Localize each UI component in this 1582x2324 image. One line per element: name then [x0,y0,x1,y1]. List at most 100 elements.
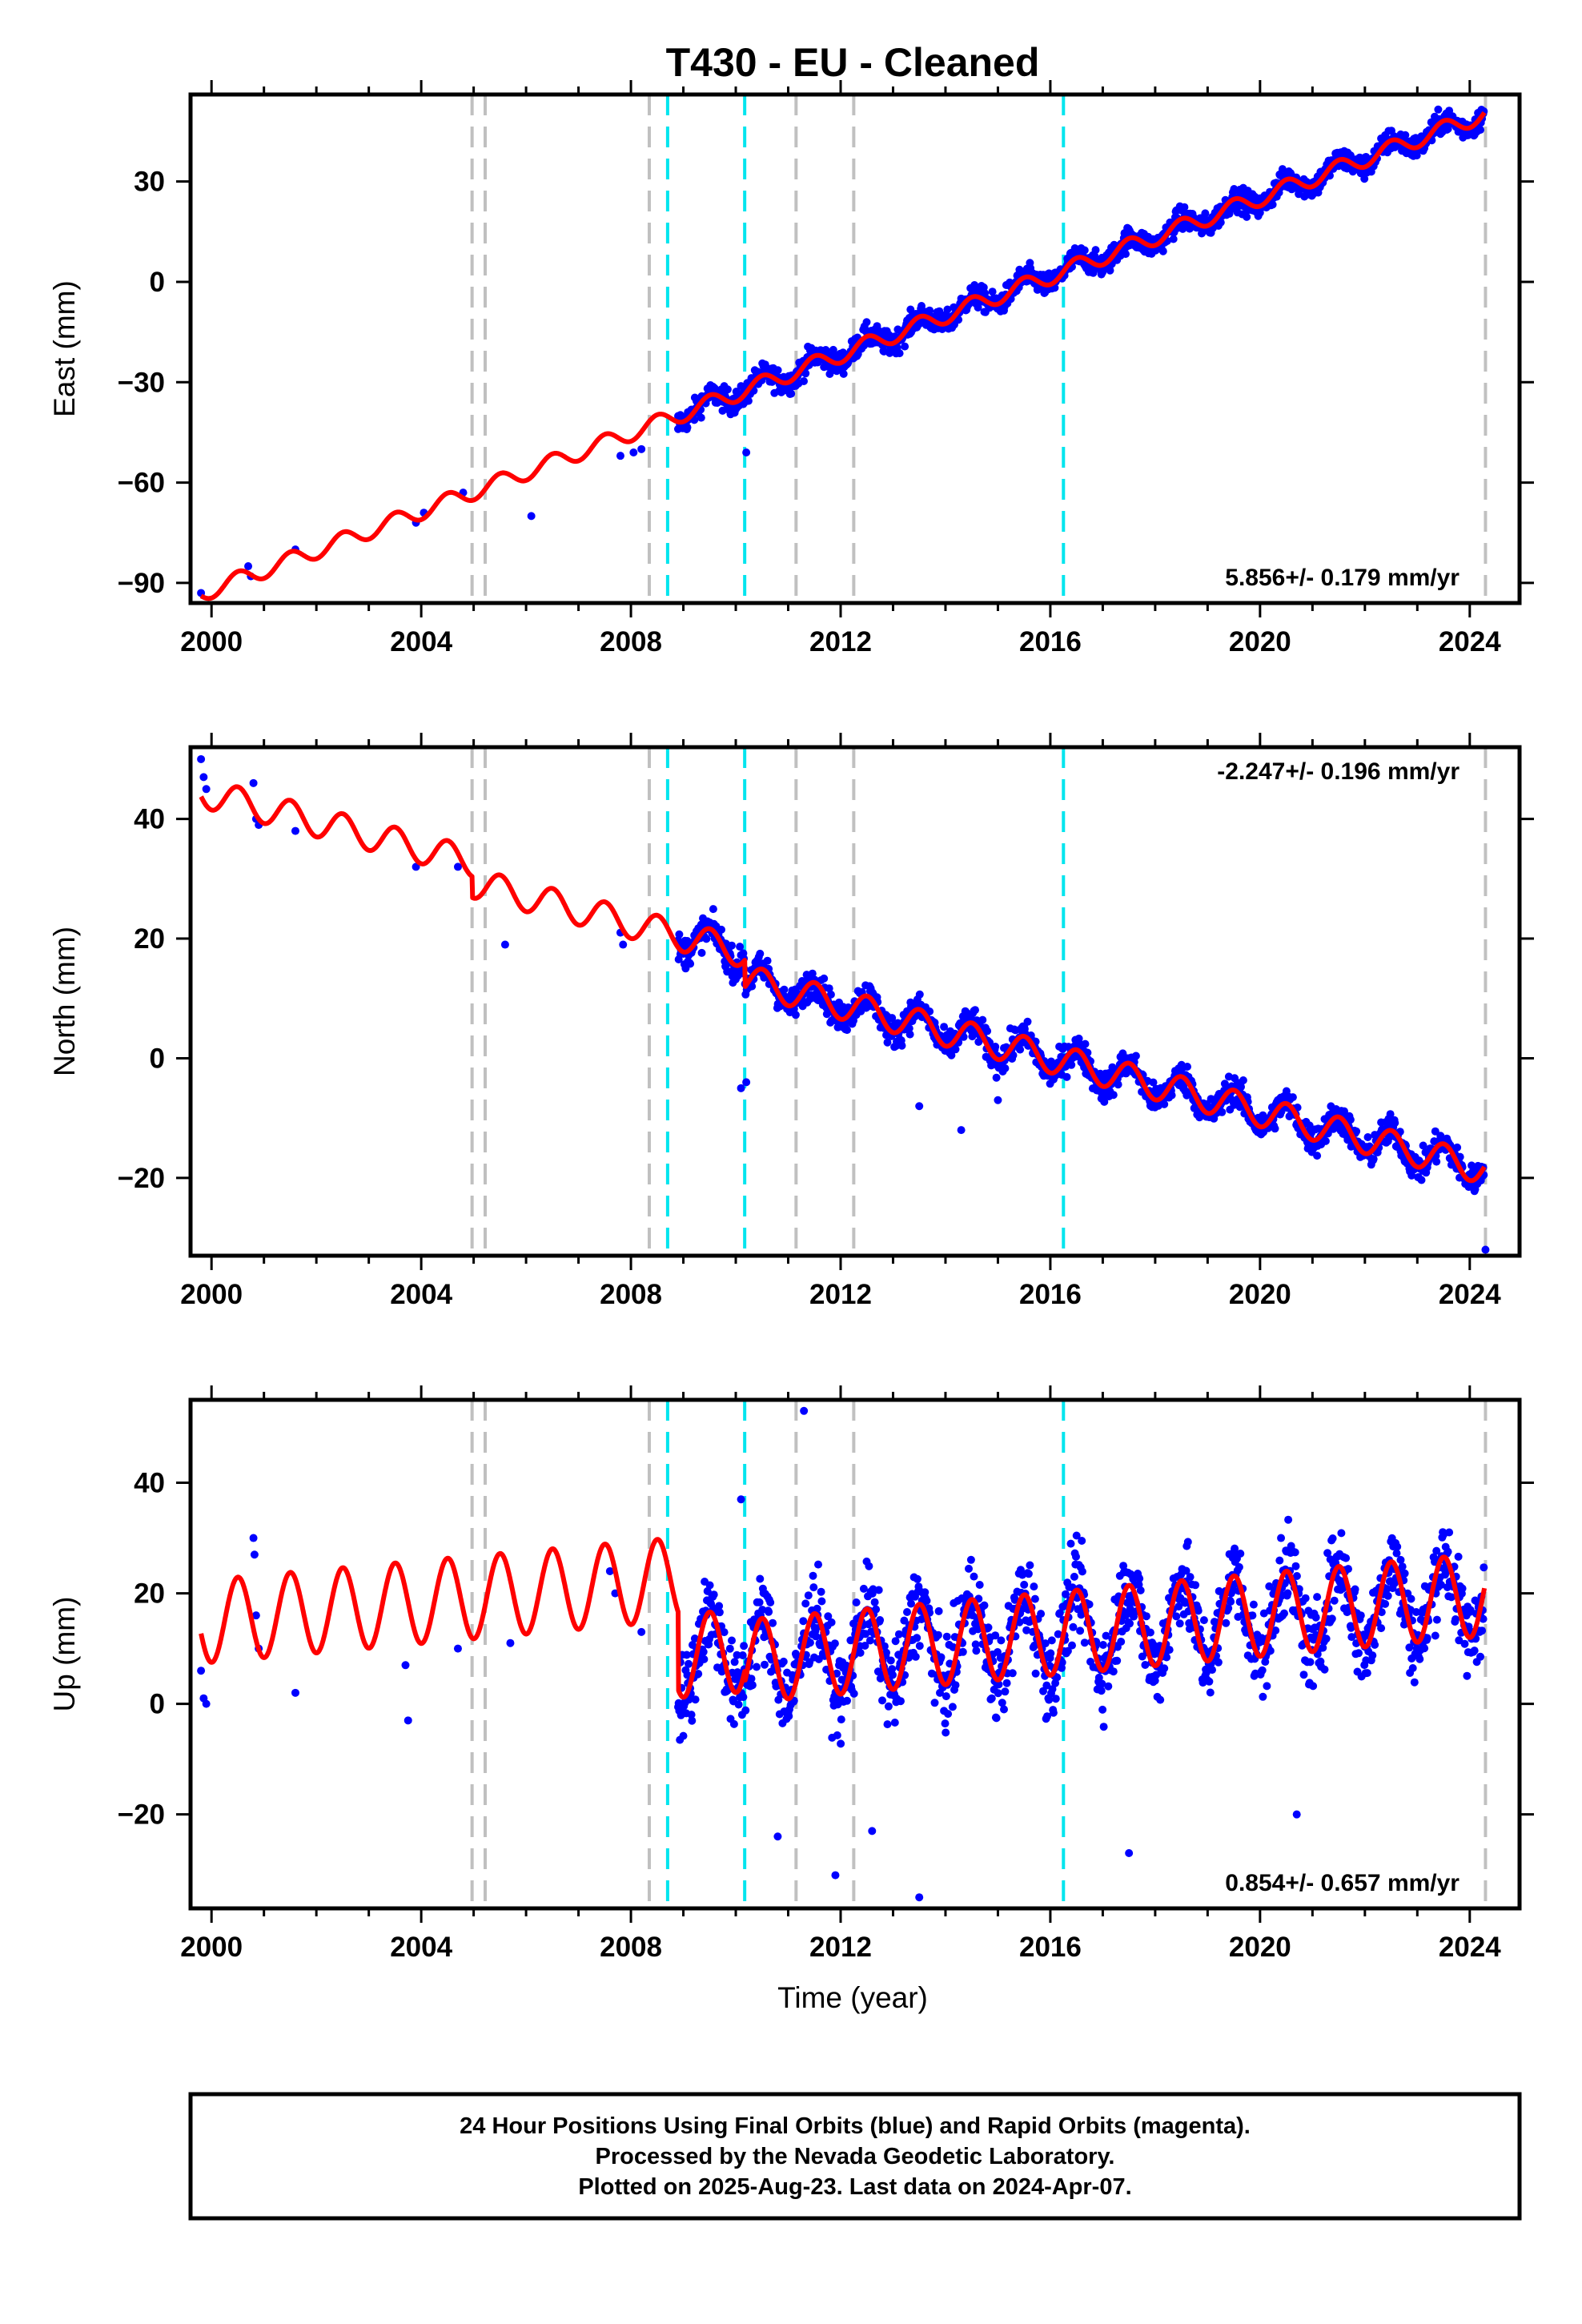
data-point [1342,1554,1351,1562]
data-point [249,778,258,787]
x-tick-label: 2004 [390,1279,452,1310]
x-tick-label: 2008 [600,1279,662,1310]
data-point [1030,1582,1038,1591]
data-point [506,1638,515,1647]
data-point [1183,1063,1191,1071]
data-point [915,990,924,999]
data-point [849,1689,858,1698]
data-point [250,1550,259,1559]
data-point [202,785,211,794]
data-point [1068,1641,1076,1650]
data-point [697,413,705,422]
data-point [702,935,711,943]
data-point [884,1702,893,1711]
data-point [1291,1548,1299,1557]
x-tick-label: 2008 [600,1932,662,1963]
data-point [199,773,208,782]
data-point [1284,1515,1293,1524]
data-point [889,1671,897,1679]
data-point [1167,1091,1176,1100]
data-point [988,287,997,296]
rate-label: 0.854+/- 0.657 mm/yr [1225,1870,1460,1896]
data-point [1016,1045,1025,1054]
data-point [742,448,751,457]
data-point [1407,1594,1415,1603]
data-point [739,1693,748,1702]
x-tick-label: 2024 [1439,626,1501,657]
data-point [1288,1093,1297,1102]
data-point [941,1719,950,1728]
data-point [1283,1589,1292,1598]
data-point [197,1667,206,1675]
data-point [1322,1634,1331,1643]
data-point [1020,1580,1029,1589]
data-point [1383,1591,1392,1600]
data-point [1470,1647,1479,1655]
data-point [891,1637,900,1646]
data-point [740,1642,749,1651]
data-point [1175,1619,1184,1628]
data-point [755,1598,764,1606]
data-point [1208,1666,1216,1675]
data-point [1062,1072,1071,1081]
data-point [1178,224,1187,233]
data-point [1431,1631,1439,1640]
x-tick-label: 2016 [1019,1932,1082,1963]
footer-line-1: 24 Hour Positions Using Final Orbits (bl… [460,2113,1251,2139]
data-point [1249,1600,1258,1609]
data-point [785,1712,793,1720]
data-point [1327,1614,1336,1623]
data-point [1191,1581,1200,1590]
data-point [1432,1615,1441,1624]
data-point [1076,1626,1085,1635]
model-fit-line [199,1537,1488,1702]
y-tick-label: 20 [134,1578,165,1610]
data-point [1104,1682,1113,1691]
data-point [820,974,829,983]
data-point [291,1688,299,1697]
data-point [1393,1542,1402,1551]
model-fit-line [199,784,1487,1184]
data-point [911,1652,920,1661]
data-point [1236,1550,1245,1558]
data-point [1400,1569,1409,1578]
data-point [453,862,462,871]
data-point [954,316,963,324]
data-point [1136,1586,1145,1594]
data-point [1080,246,1089,255]
panel-north: 2000 2004 2008 2012 2016 2020 2024 −20 0 20 40 Nort… [48,733,1534,1310]
data-point [734,1700,743,1709]
data-point [1117,1638,1126,1646]
data-point [801,1599,810,1608]
y-tick-label: −20 [118,1799,165,1831]
data-point [1452,1615,1460,1623]
data-point [983,1027,992,1035]
data-point [934,1606,943,1615]
data-point [809,1571,817,1580]
panel-east: 2000 2004 2008 2012 2016 2020 2024 −90 −60 −30 0 30… [48,80,1534,657]
y-tick-label: −60 [118,468,165,499]
data-point [1186,1573,1195,1582]
x-tick-label: 2000 [180,1932,243,1963]
data-point [1199,1616,1208,1625]
data-point [1026,1561,1034,1570]
data-point [729,1719,738,1728]
data-point [1114,1080,1122,1089]
data-point [1478,1626,1487,1635]
data-point [737,1495,745,1504]
data-point [1099,1723,1108,1731]
data-point [992,1073,1001,1082]
data-point [890,1719,899,1727]
data-point [1481,1245,1490,1254]
data-point [1299,1671,1308,1679]
data-point [944,1710,953,1719]
data-point [679,1731,688,1740]
data-point [1391,1119,1399,1128]
data-point [1000,1705,1008,1714]
data-point [1235,1562,1243,1571]
footer-line-3: Plotted on 2025-Aug-23. Last data on 202… [578,2174,1131,2200]
plot-area [197,747,1490,1256]
data-point [688,1716,697,1725]
data-point [1360,175,1369,183]
data-point [1263,1682,1271,1691]
